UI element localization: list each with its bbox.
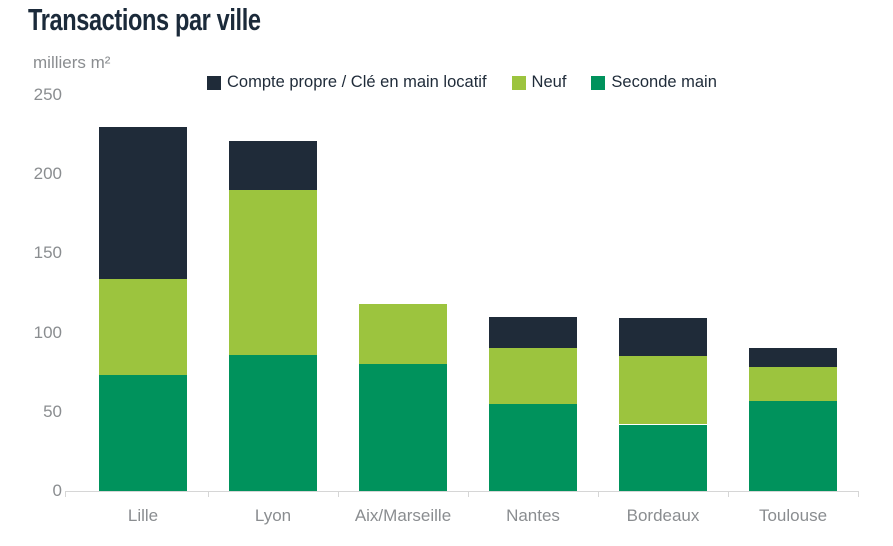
x-tick-label-lyon: Lyon (254, 506, 292, 525)
y-tick-label: 100 (33, 322, 62, 342)
x-axis-tick (858, 491, 859, 497)
y-axis-unit-label: milliers m² (33, 53, 111, 72)
legend: Compte propre / Clé en main locatif Neuf S… (207, 73, 717, 92)
bar-segment-lyon-neuf (229, 190, 317, 355)
bar-segment-aix-marseille-seconde-main (359, 364, 447, 491)
y-tick-label: 50 (43, 401, 62, 421)
y-tick-label: 150 (33, 243, 62, 263)
bar-segment-nantes-compte-propre-cle-en-main-locatif (489, 316, 577, 349)
legend-label: Neuf (531, 73, 567, 91)
x-tick-label-aix-marseille: Aix/Marseille (354, 506, 452, 525)
legend-swatch-neuf (511, 75, 526, 90)
legend-label: Compte propre / Clé en main locatif (227, 73, 487, 91)
y-tick-label: 250 (33, 85, 62, 104)
x-axis-tick (598, 491, 599, 497)
bar-segment-nantes-neuf (489, 348, 577, 404)
legend-item-compte-propre-cle-en-main-locatif: Compte propre / Clé en main locatif (207, 73, 487, 92)
x-axis-tick (338, 491, 339, 497)
bar-segment-bordeaux-seconde-main (619, 424, 707, 491)
legend-item-seconde-main: Seconde main (591, 73, 717, 92)
bar-segment-lille-seconde-main (99, 375, 187, 491)
bar-segment-aix-marseille-neuf (359, 304, 447, 365)
x-tick-label-toulouse: Toulouse (758, 506, 828, 525)
x-tick-label-nantes: Nantes (506, 506, 560, 525)
legend-item-neuf: Neuf (511, 73, 567, 92)
x-axis-tick (65, 491, 66, 497)
bar-segment-toulouse-compte-propre-cle-en-main-locatif (749, 348, 837, 368)
x-axis-tick (728, 491, 729, 497)
x-axis-tick (208, 491, 209, 497)
bar-segment-toulouse-neuf (749, 367, 837, 401)
chart-title: Transactions par ville (28, 2, 261, 37)
bar-segment-lille-compte-propre-cle-en-main-locatif (99, 126, 187, 279)
bar-segment-bordeaux-neuf (619, 356, 707, 425)
legend-swatch-compte-propre-cle-en-main-locatif (207, 75, 221, 90)
bar-segment-bordeaux-compte-propre-cle-en-main-locatif (619, 318, 707, 357)
bar-segment-lyon-seconde-main (229, 354, 317, 491)
x-tick-label-lille: Lille (127, 506, 159, 525)
x-tick-label-bordeaux: Bordeaux (626, 506, 700, 525)
x-axis-tick (468, 491, 469, 497)
bar-segment-nantes-seconde-main (489, 403, 577, 491)
y-tick-label: 0 (52, 481, 62, 500)
legend-swatch-seconde-main (591, 75, 606, 90)
legend-label: Seconde main (611, 73, 717, 91)
bar-segment-toulouse-seconde-main (749, 400, 837, 491)
x-axis-line (65, 491, 858, 492)
bar-segment-lyon-compte-propre-cle-en-main-locatif (229, 140, 317, 190)
bar-segment-lille-neuf (99, 278, 187, 376)
y-tick-label: 200 (33, 164, 62, 184)
